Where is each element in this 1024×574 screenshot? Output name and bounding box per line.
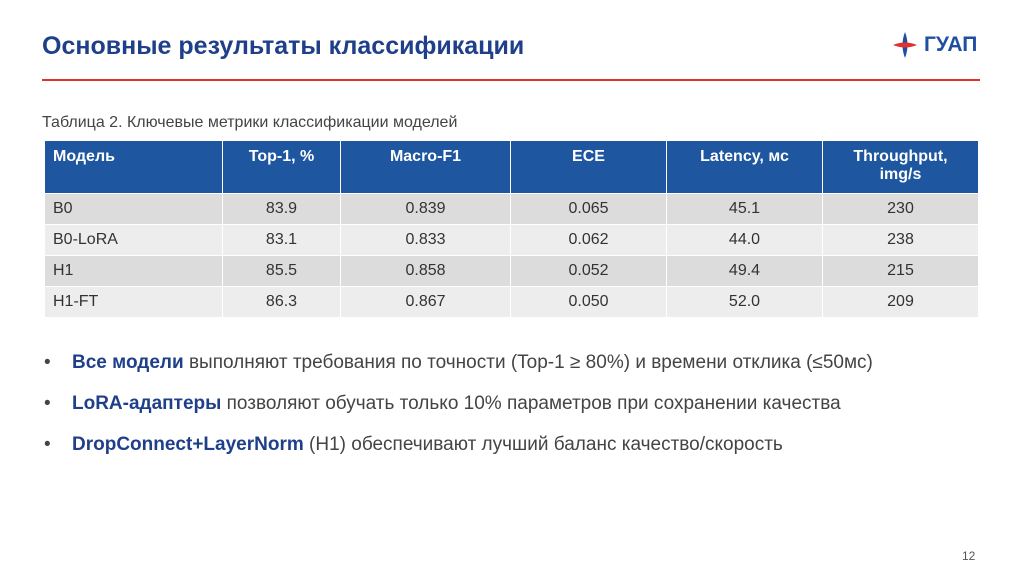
table-cell: 0.833 [340, 224, 511, 256]
table-cell: 85.5 [222, 255, 341, 287]
logo-icon [893, 32, 917, 58]
table-cell: 0.839 [340, 193, 511, 225]
table-cell: 230 [822, 193, 979, 225]
table-cell: H1-FT [44, 286, 223, 318]
table-cell: 86.3 [222, 286, 341, 318]
table-cell: 0.062 [510, 224, 667, 256]
table-cell: H1 [44, 255, 223, 287]
header-row: Модель Top-1, % Macro-F1 ECE Latency, мс Thro… [44, 140, 979, 194]
table-cell: 209 [822, 286, 979, 318]
bullet-bold: LoRA-адаптеры [72, 393, 222, 414]
table-row: B0 83.9 0.839 0.065 45.1 230 [44, 193, 979, 225]
table-cell: 238 [822, 224, 979, 256]
table-cell: 0.050 [510, 286, 667, 318]
logo: ГУАП [892, 30, 977, 60]
bullet-bold: DropConnect+LayerNorm [72, 434, 304, 455]
column-header: Macro-F1 [340, 140, 511, 194]
table-cell: 83.9 [222, 193, 341, 225]
bullet-text: выполняют требования по точности (Top-1 … [188, 352, 873, 373]
table-cell: 0.052 [510, 255, 667, 287]
table-cell: 0.867 [340, 286, 511, 318]
column-header: Latency, мс [666, 140, 823, 194]
bullet: DropConnect+LayerNorm (H1) обеспечивают … [44, 434, 873, 475]
metrics-table: Модель Top-1, % Macro-F1 ECE Latency, мс Thro… [44, 140, 979, 318]
table-cell: 49.4 [666, 255, 823, 287]
bullet: Все модели выполняют требования по точно… [44, 352, 873, 393]
table-row: B0-LoRA 83.1 0.833 0.062 44.0 238 [44, 224, 979, 256]
table-cell: 52.0 [666, 286, 823, 318]
table-cell: 0.065 [510, 193, 667, 225]
slide-title: Основные результаты классификации [42, 32, 525, 60]
page-number: 12 [962, 549, 976, 563]
bullet-list: Все модели выполняют требования по точно… [44, 352, 873, 475]
table-row: H1 85.5 0.858 0.052 49.4 215 [44, 255, 979, 287]
table-row: H1-FT 86.3 0.867 0.050 52.0 209 [44, 286, 979, 318]
bullet-text: позволяют обучать только 10% параметров … [226, 393, 841, 414]
table-cell: 215 [822, 255, 979, 287]
bullet-bold: Все модели [72, 352, 184, 373]
table-cell: 83.1 [222, 224, 341, 256]
table-cell: 44.0 [666, 224, 823, 256]
column-header: ECE [510, 140, 667, 194]
bullet: LoRA-адаптеры позволяют обучать только 1… [44, 393, 873, 434]
title-rule [42, 79, 980, 81]
bullet-text: (H1) обеспечивают лучший баланс качество… [309, 434, 783, 455]
table-cell: 45.1 [666, 193, 823, 225]
column-header: Throughput, img/s [822, 140, 979, 194]
table-caption: Таблица 2. Ключевые метрики классификаци… [42, 114, 458, 131]
logo-text: ГУАП [924, 33, 978, 56]
table-cell: B0 [44, 193, 223, 225]
column-header: Top-1, % [222, 140, 341, 194]
table-cell: 0.858 [340, 255, 511, 287]
column-header: Модель [44, 140, 223, 194]
table-cell: B0-LoRA [44, 224, 223, 256]
